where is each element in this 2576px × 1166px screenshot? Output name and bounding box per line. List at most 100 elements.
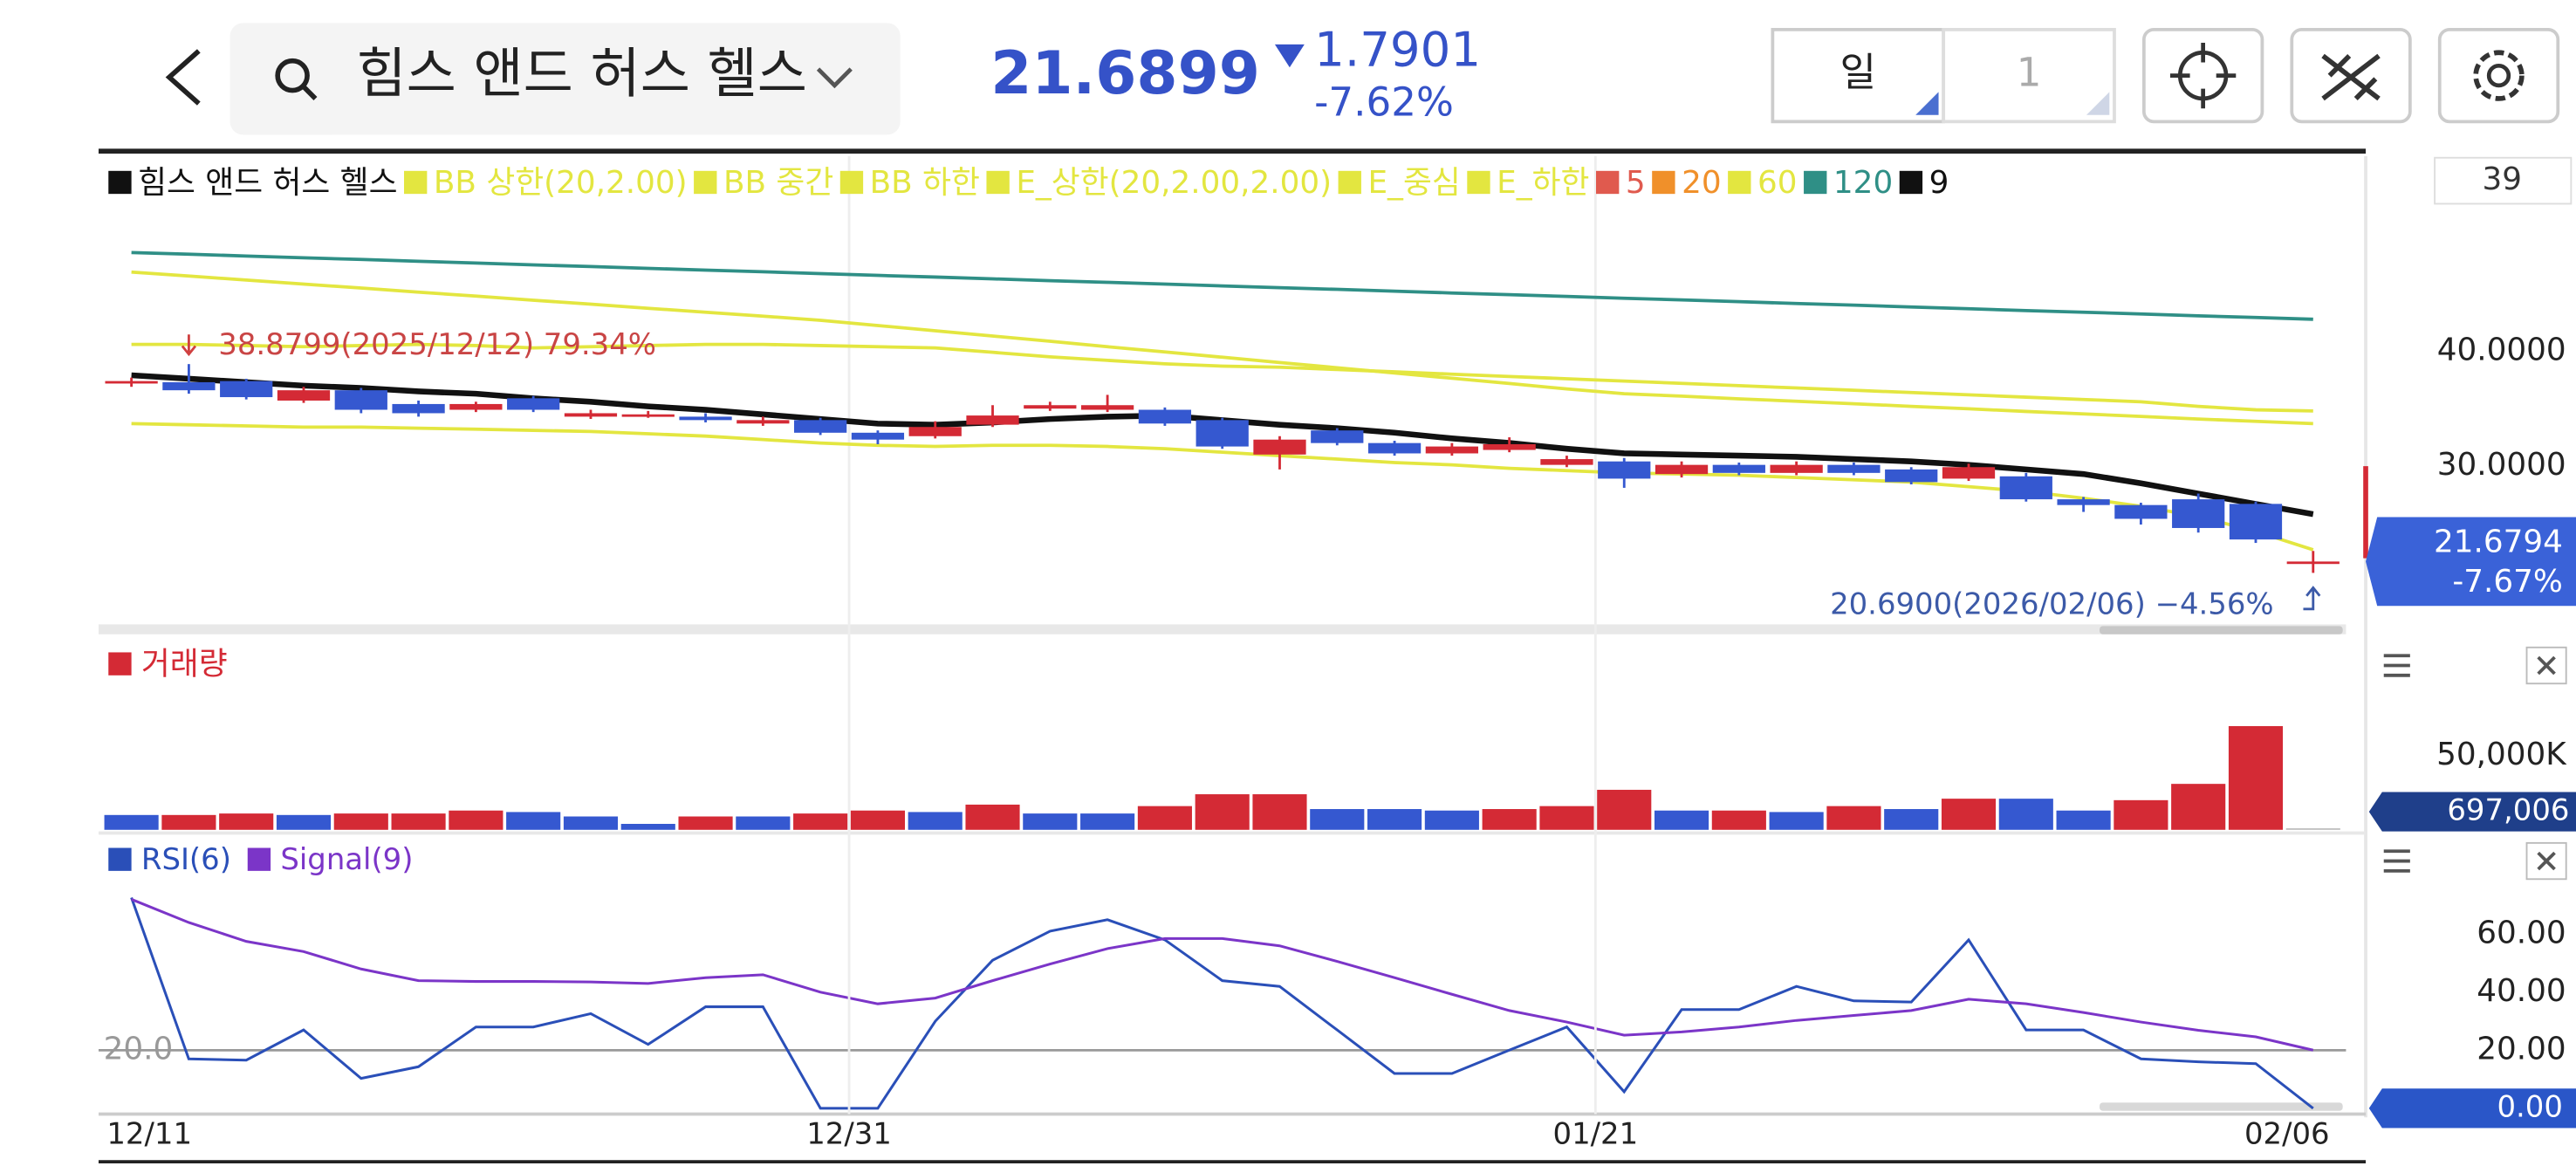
candle-body [1253, 439, 1306, 455]
volume-bar [1884, 809, 1939, 830]
candle-body [2229, 504, 2283, 540]
legend-label: Signal(9) [280, 842, 413, 876]
volume-bar [1941, 799, 1997, 830]
candle-body [1598, 461, 1651, 479]
candle-body [162, 381, 216, 391]
candle-body [1483, 443, 1536, 450]
volume-bar [620, 823, 675, 830]
legend-swatch [1899, 170, 1923, 195]
volume-bar [1195, 794, 1250, 830]
x-tick-label: 12/31 [806, 1116, 892, 1150]
price-line [131, 342, 2313, 413]
volume-bar [1998, 799, 2053, 830]
reference-label: 20.0 [104, 1031, 174, 1067]
y-tick-label: 40.0000 [2437, 332, 2566, 367]
legend-label: E_상한(20,2.00,2.00) [1016, 165, 1332, 201]
legend-label: BB 하한 [870, 165, 980, 201]
dropdown-icon[interactable] [816, 67, 853, 89]
price-tag [2366, 517, 2576, 607]
candle-body [1196, 420, 1249, 447]
candle-body [564, 413, 618, 417]
legend-swatch [108, 170, 132, 195]
candle-body [1885, 469, 1938, 483]
volume-bar [1310, 809, 1365, 830]
scrollbar[interactable] [2100, 626, 2343, 634]
scrollbar[interactable] [2100, 1102, 2343, 1111]
legend-label: E_중심 [1367, 165, 1460, 201]
volume-bar [506, 812, 561, 830]
candle-body [507, 398, 560, 410]
legend-swatch [108, 847, 132, 871]
legend-swatch [1338, 170, 1361, 195]
legend-label: 20 [1682, 165, 1722, 201]
legend-swatch [986, 170, 1010, 195]
stock-title: 힘스 앤드 허스 헬스 [357, 42, 807, 106]
draw-off-icon [2321, 53, 2381, 101]
volume-bar [1252, 794, 1307, 830]
x-tick-label: 12/11 [106, 1116, 192, 1150]
search-icon [302, 85, 318, 100]
volume-tag-label: 697,006 [2447, 793, 2569, 827]
count-button[interactable] [1942, 28, 2116, 124]
legend-swatch [694, 170, 717, 195]
candle-body [2057, 499, 2110, 505]
legend-label: 거래량 [141, 647, 228, 682]
volume-tag [2368, 792, 2576, 832]
crosshair-button[interactable] [2141, 28, 2264, 124]
y-tick-label: 50,000K [2436, 737, 2567, 772]
back-button[interactable] [165, 49, 201, 106]
candle-body [908, 427, 962, 436]
y-tick-label: 30.0000 [2437, 447, 2566, 483]
settings-icon [2486, 63, 2511, 88]
legend-label: RSI(6) [141, 842, 231, 876]
volume-bar [1539, 806, 1594, 830]
legend-swatch [1728, 170, 1751, 195]
corner-value: 39 [2483, 161, 2523, 197]
candle-body [1080, 405, 1134, 410]
candle-body [794, 420, 847, 433]
volume-bar [1826, 806, 1881, 830]
candle-body [1138, 409, 1192, 424]
legend-swatch [247, 847, 271, 871]
candle-body [621, 414, 675, 417]
legend-swatch [404, 170, 428, 195]
volume-bar [1367, 809, 1422, 830]
candle-body [1999, 476, 2052, 500]
candle-body [1770, 464, 1823, 473]
menu-icon[interactable] [2383, 654, 2410, 677]
crosshair-icon [2169, 42, 2237, 109]
candle-body [1942, 467, 1996, 479]
period-button[interactable] [1771, 28, 1946, 124]
period-count: 1 [2017, 50, 2042, 96]
candle-body [1655, 464, 1709, 475]
settings-button[interactable] [2437, 28, 2560, 124]
change-percent: -7.62% [1314, 79, 1454, 125]
volume-bar [793, 813, 848, 830]
period: 일 [1840, 50, 1877, 96]
candle-body [392, 403, 445, 414]
volume-bar [2228, 725, 2284, 830]
settings-icon [2473, 50, 2525, 101]
menu-icon[interactable] [2383, 849, 2410, 873]
volume-bar [965, 804, 1020, 830]
candle-body [334, 390, 387, 410]
min-label: 20.6900(2026/02/06) −4.56% [1830, 587, 2274, 621]
y-tick-label: 40.00 [2477, 973, 2566, 1009]
candle-body [1024, 405, 1077, 409]
candle-body [1425, 446, 1478, 454]
x-tick-label: 02/06 [2244, 1116, 2330, 1150]
volume-bar [1597, 789, 1652, 830]
legend-swatch [839, 170, 864, 195]
legend-swatch [1804, 170, 1827, 195]
max-arrow [181, 334, 197, 357]
candle-body [736, 420, 790, 424]
candle-body [1712, 464, 1765, 473]
search-box[interactable] [230, 23, 901, 135]
volume-bar [1424, 810, 1479, 830]
search-icon [275, 58, 310, 93]
volume-bar [391, 813, 446, 830]
volume-bar [276, 814, 332, 830]
candle-body [2286, 561, 2340, 565]
